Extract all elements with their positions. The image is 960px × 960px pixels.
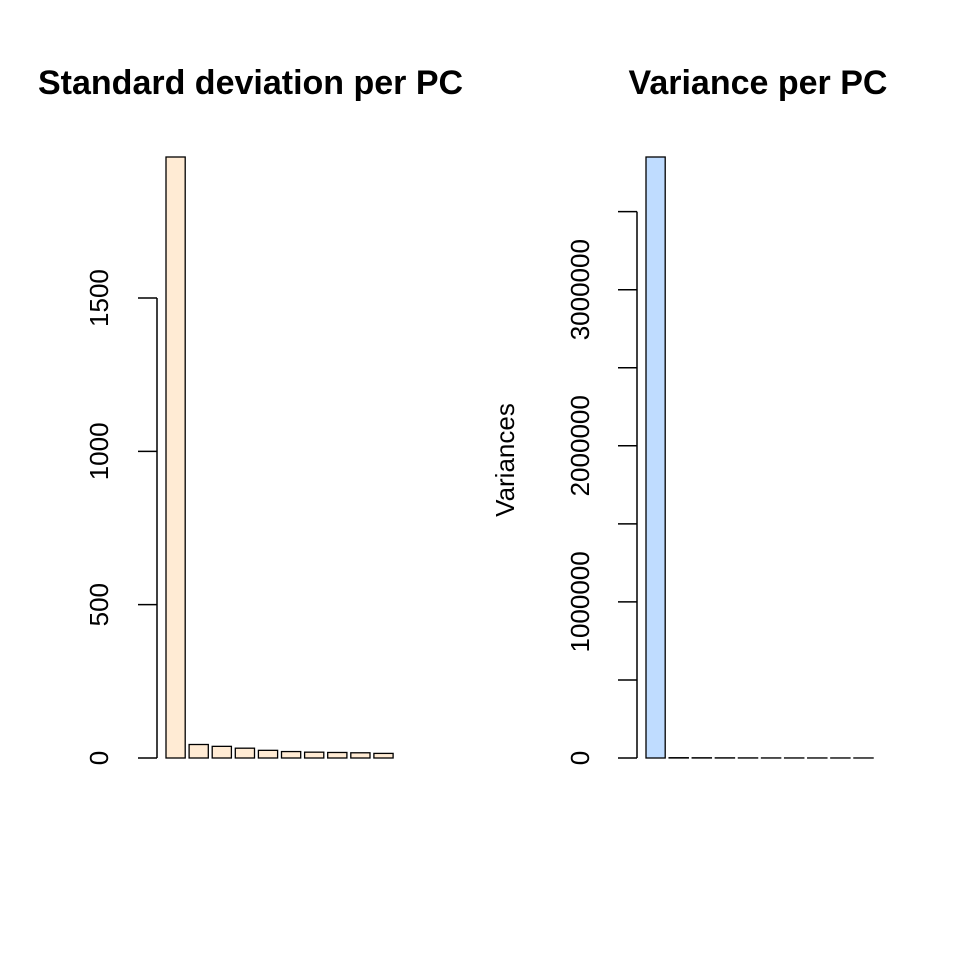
var-y-tick-label: 2000000 bbox=[565, 395, 595, 496]
var-y-tick-label: 0 bbox=[565, 751, 595, 765]
sd-bar-pc10 bbox=[373, 752, 394, 759]
var-y-tick-label: 3000000 bbox=[565, 239, 595, 340]
sd-bars bbox=[165, 156, 394, 759]
sd-y-tick-label: 500 bbox=[84, 583, 114, 626]
sd-bar-pc9 bbox=[350, 752, 371, 759]
sd-bar-pc6 bbox=[280, 750, 302, 759]
sd-bar-pc2 bbox=[188, 743, 209, 759]
sd-bar-pc1 bbox=[165, 156, 186, 759]
sd-y-ticks: 0 500 1000 1500 bbox=[84, 269, 157, 765]
var-bars bbox=[645, 156, 874, 759]
var-y-ticks: 0 1000000 2000000 3000000 bbox=[565, 210, 637, 765]
sd-bar-pc7 bbox=[303, 751, 325, 759]
sd-panel: Standard deviation per PC 0 500 1000 1500 bbox=[38, 64, 463, 765]
sd-bar-pc8 bbox=[327, 751, 348, 759]
var-y-tick-label: 1000000 bbox=[565, 551, 595, 652]
var-y-axis-label: Variances bbox=[490, 403, 520, 517]
sd-chart-title: Standard deviation per PC bbox=[38, 64, 463, 102]
sd-y-tick-label: 1500 bbox=[84, 269, 114, 327]
sd-bar-pc4 bbox=[234, 747, 256, 759]
var-panel: Variance per PC Variances 0 1000000 200000… bbox=[490, 64, 887, 765]
var-chart-title: Variance per PC bbox=[629, 64, 888, 102]
sd-bar-pc3 bbox=[211, 745, 233, 759]
sd-y-tick-label: 0 bbox=[84, 751, 114, 765]
sd-y-tick-label: 1000 bbox=[84, 422, 114, 480]
sd-bar-pc5 bbox=[257, 749, 279, 759]
var-bar-pc1 bbox=[645, 156, 666, 759]
